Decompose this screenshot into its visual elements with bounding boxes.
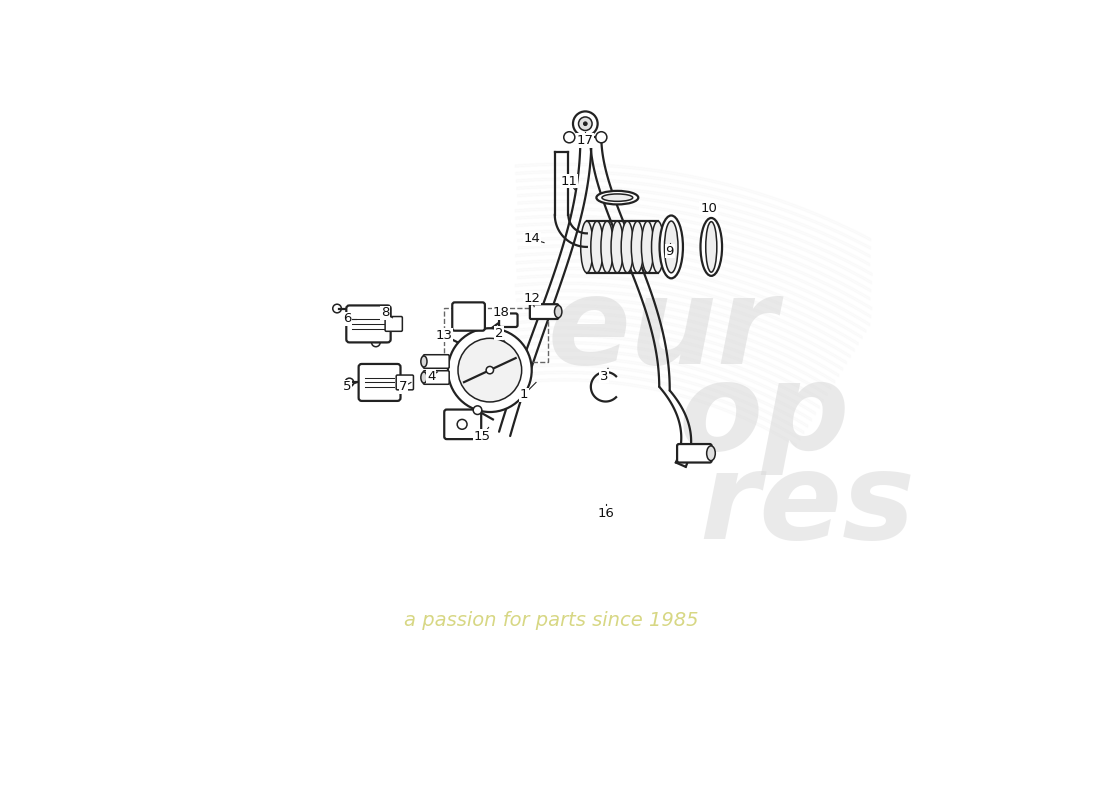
Circle shape: [458, 338, 521, 402]
Text: 1: 1: [519, 388, 528, 402]
Ellipse shape: [664, 221, 678, 273]
Ellipse shape: [602, 194, 632, 202]
FancyBboxPatch shape: [444, 410, 481, 439]
Circle shape: [372, 338, 381, 346]
Circle shape: [563, 132, 575, 143]
Text: 17: 17: [576, 134, 594, 147]
Text: 14: 14: [524, 233, 540, 246]
Ellipse shape: [651, 221, 663, 273]
Circle shape: [442, 332, 451, 341]
Ellipse shape: [701, 218, 722, 276]
Text: 10: 10: [700, 202, 717, 214]
FancyBboxPatch shape: [530, 304, 558, 319]
Text: res: res: [700, 447, 915, 564]
FancyBboxPatch shape: [424, 354, 449, 368]
FancyBboxPatch shape: [346, 306, 390, 342]
FancyBboxPatch shape: [499, 314, 517, 327]
Text: op: op: [679, 358, 849, 475]
Ellipse shape: [612, 221, 624, 273]
Circle shape: [332, 304, 341, 313]
Ellipse shape: [641, 221, 653, 273]
Ellipse shape: [421, 356, 427, 367]
Ellipse shape: [591, 221, 603, 273]
Ellipse shape: [421, 372, 427, 383]
Ellipse shape: [660, 215, 683, 278]
Circle shape: [486, 366, 494, 374]
Ellipse shape: [706, 222, 717, 272]
Text: 6: 6: [343, 313, 351, 326]
Circle shape: [448, 328, 531, 412]
Text: 5: 5: [343, 380, 351, 394]
Text: 18: 18: [493, 306, 509, 319]
Text: 11: 11: [560, 174, 578, 187]
Ellipse shape: [621, 221, 634, 273]
Circle shape: [573, 111, 597, 136]
Text: 13: 13: [436, 329, 452, 342]
Text: a passion for parts since 1985: a passion for parts since 1985: [404, 611, 698, 630]
Ellipse shape: [596, 191, 638, 205]
FancyBboxPatch shape: [452, 302, 485, 330]
Circle shape: [583, 122, 587, 126]
Ellipse shape: [581, 221, 593, 273]
Circle shape: [458, 419, 468, 430]
Circle shape: [345, 378, 354, 386]
Circle shape: [596, 132, 607, 143]
Text: 15: 15: [474, 430, 491, 442]
Ellipse shape: [631, 221, 644, 273]
Text: 9: 9: [666, 245, 674, 258]
FancyBboxPatch shape: [424, 370, 449, 384]
FancyBboxPatch shape: [678, 444, 712, 462]
Text: 4: 4: [427, 370, 436, 382]
Text: 12: 12: [524, 291, 540, 305]
Text: 8: 8: [381, 306, 389, 319]
FancyBboxPatch shape: [385, 317, 403, 331]
Ellipse shape: [706, 446, 715, 461]
Circle shape: [579, 117, 592, 130]
Text: eur: eur: [547, 271, 778, 389]
Circle shape: [473, 406, 482, 414]
Ellipse shape: [601, 221, 613, 273]
Ellipse shape: [554, 306, 562, 318]
FancyBboxPatch shape: [396, 375, 414, 390]
Text: 7: 7: [399, 380, 408, 394]
Text: 3: 3: [600, 370, 608, 382]
Text: 16: 16: [597, 507, 614, 520]
Text: 2: 2: [495, 326, 504, 340]
FancyBboxPatch shape: [359, 364, 400, 401]
